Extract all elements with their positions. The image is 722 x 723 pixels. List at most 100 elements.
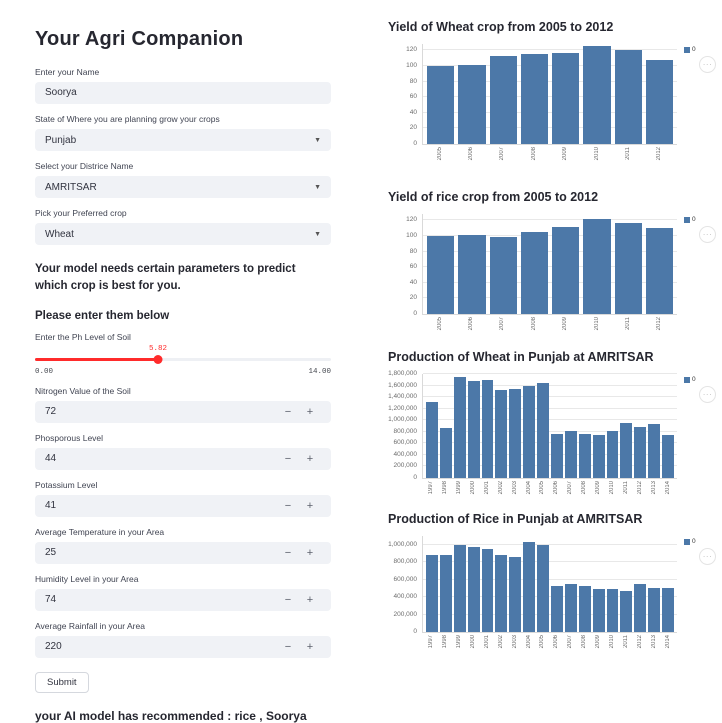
- y-tick-label: 200,000: [393, 462, 418, 470]
- x-tick-label: 2005: [539, 481, 546, 495]
- plot-area: [422, 536, 677, 633]
- bar-2003: [509, 556, 522, 632]
- slider-track[interactable]: [35, 354, 331, 364]
- y-tick-label: 0: [413, 474, 417, 481]
- x-tick-label: 2010: [609, 481, 616, 495]
- name-input[interactable]: [35, 82, 331, 104]
- x-tick-label: 1999: [455, 481, 462, 495]
- gridline: [423, 578, 677, 580]
- gridline: [423, 234, 677, 236]
- bar-2007: [564, 584, 577, 632]
- more-options-button[interactable]: ···: [699, 226, 716, 243]
- x-tick-label: 2012: [637, 481, 644, 495]
- x-tick-label: 2011: [624, 147, 631, 160]
- bar-2000: [467, 380, 480, 478]
- y-tick-label: 600,000: [393, 575, 418, 583]
- humidity-input[interactable]: 74 − +: [35, 588, 331, 611]
- ellipsis-icon: ···: [702, 230, 713, 239]
- increment-button[interactable]: +: [299, 542, 321, 564]
- y-tick-label: 1,000,000: [388, 416, 417, 424]
- crop-select[interactable]: Wheat ▼: [35, 223, 331, 245]
- decrement-button[interactable]: −: [277, 542, 299, 564]
- name-field-group: Enter your Name: [35, 67, 331, 104]
- legend: 0: [684, 538, 696, 545]
- nitrogen-input[interactable]: 72 − +: [35, 400, 331, 423]
- rainfall-input[interactable]: 220 − +: [35, 635, 331, 658]
- bar-2011: [620, 590, 633, 632]
- legend-swatch-icon: [684, 376, 690, 383]
- legend-column: 0 ···: [677, 214, 722, 315]
- phosphorous-input[interactable]: 44 − +: [35, 447, 331, 470]
- bar-2001: [481, 548, 494, 632]
- crop-select-value: Wheat: [45, 228, 74, 240]
- legend-label: 0: [692, 46, 696, 53]
- gridline: [423, 561, 677, 563]
- x-tick-label: 2014: [664, 635, 671, 649]
- x-tick-label: 2001: [483, 635, 490, 649]
- gridline: [423, 396, 677, 398]
- more-options-button[interactable]: ···: [699, 386, 716, 403]
- ph-slider-label: Enter the Ph Level of Soil: [35, 331, 131, 342]
- more-options-button[interactable]: ···: [699, 548, 716, 565]
- legend-column: 0 ···: [677, 536, 722, 633]
- x-tick-label: 2011: [623, 635, 630, 648]
- potassium-input[interactable]: 41 − +: [35, 494, 331, 517]
- legend-column: 0 ···: [677, 44, 722, 145]
- increment-button[interactable]: +: [299, 401, 321, 423]
- increment-button[interactable]: +: [299, 636, 321, 658]
- legend-column: 0 ···: [677, 374, 722, 479]
- decrement-button[interactable]: −: [277, 448, 299, 470]
- chevron-down-icon: ▼: [314, 136, 321, 144]
- x-tick-label: 2012: [637, 635, 644, 649]
- x-tick-label: 2005: [436, 147, 443, 161]
- plot-area: [422, 373, 677, 479]
- x-tick-label: 2008: [581, 635, 588, 649]
- increment-button[interactable]: +: [299, 589, 321, 611]
- phosphorous-value: 44: [45, 453, 57, 464]
- y-tick-label: 80: [409, 77, 417, 85]
- chart-title: Yield of Wheat crop from 2005 to 2012: [388, 20, 614, 34]
- bars-group: [423, 214, 677, 314]
- x-tick-label: 1997: [427, 481, 434, 495]
- more-options-button[interactable]: ···: [699, 56, 716, 73]
- y-tick-label: 40: [409, 278, 417, 286]
- decrement-button[interactable]: −: [277, 401, 299, 423]
- gridline: [423, 266, 677, 268]
- y-tick-label: 1,000,000: [388, 540, 417, 548]
- legend-label: 0: [692, 376, 696, 383]
- y-axis: 0 200,000 400,000 600,000 800,000 1,000,000 1,…: [388, 370, 422, 481]
- decrement-button[interactable]: −: [277, 589, 299, 611]
- bar-2007: [489, 55, 517, 144]
- ellipsis-icon: ···: [702, 552, 713, 561]
- bar-2008: [520, 54, 548, 144]
- bar-2006: [458, 65, 486, 144]
- slider-range-labels: 0.00 14.00: [35, 368, 331, 376]
- decrement-button[interactable]: −: [277, 495, 299, 517]
- x-axis: 1997 1998 1999 2000 2001 2002 2003 2004 2005 2006…: [422, 635, 677, 659]
- bar-2014: [662, 588, 675, 632]
- increment-button[interactable]: +: [299, 448, 321, 470]
- ph-slider-group: Enter the Ph Level of Soil 5.82 0.00 14.…: [35, 332, 331, 376]
- state-field-group: State of Where you are planning grow you…: [35, 114, 331, 151]
- bar-2004: [523, 386, 536, 478]
- bar-2012: [634, 584, 647, 632]
- charts-panel: Yield of Wheat crop from 2005 to 2012 0 2…: [388, 0, 722, 673]
- bar-2002: [495, 390, 508, 478]
- slider-thumb[interactable]: [153, 354, 163, 364]
- district-select[interactable]: AMRITSAR ▼: [35, 176, 331, 198]
- bar-2006: [551, 586, 563, 632]
- state-select[interactable]: Punjab ▼: [35, 129, 331, 151]
- bar-2005: [537, 383, 550, 478]
- decrement-button[interactable]: −: [277, 636, 299, 658]
- gridline: [423, 384, 677, 386]
- temperature-input[interactable]: 25 − +: [35, 541, 331, 564]
- increment-button[interactable]: +: [299, 495, 321, 517]
- bar-1999: [453, 545, 466, 632]
- chart-title: Production of Wheat in Punjab at AMRITSA…: [388, 350, 654, 364]
- gridline: [423, 297, 677, 299]
- bar-1999: [453, 377, 466, 478]
- x-tick-label: 2011: [623, 481, 630, 494]
- ellipsis-icon: ···: [702, 60, 713, 69]
- submit-button[interactable]: Submit: [35, 671, 89, 693]
- x-tick-label: 2003: [511, 635, 518, 649]
